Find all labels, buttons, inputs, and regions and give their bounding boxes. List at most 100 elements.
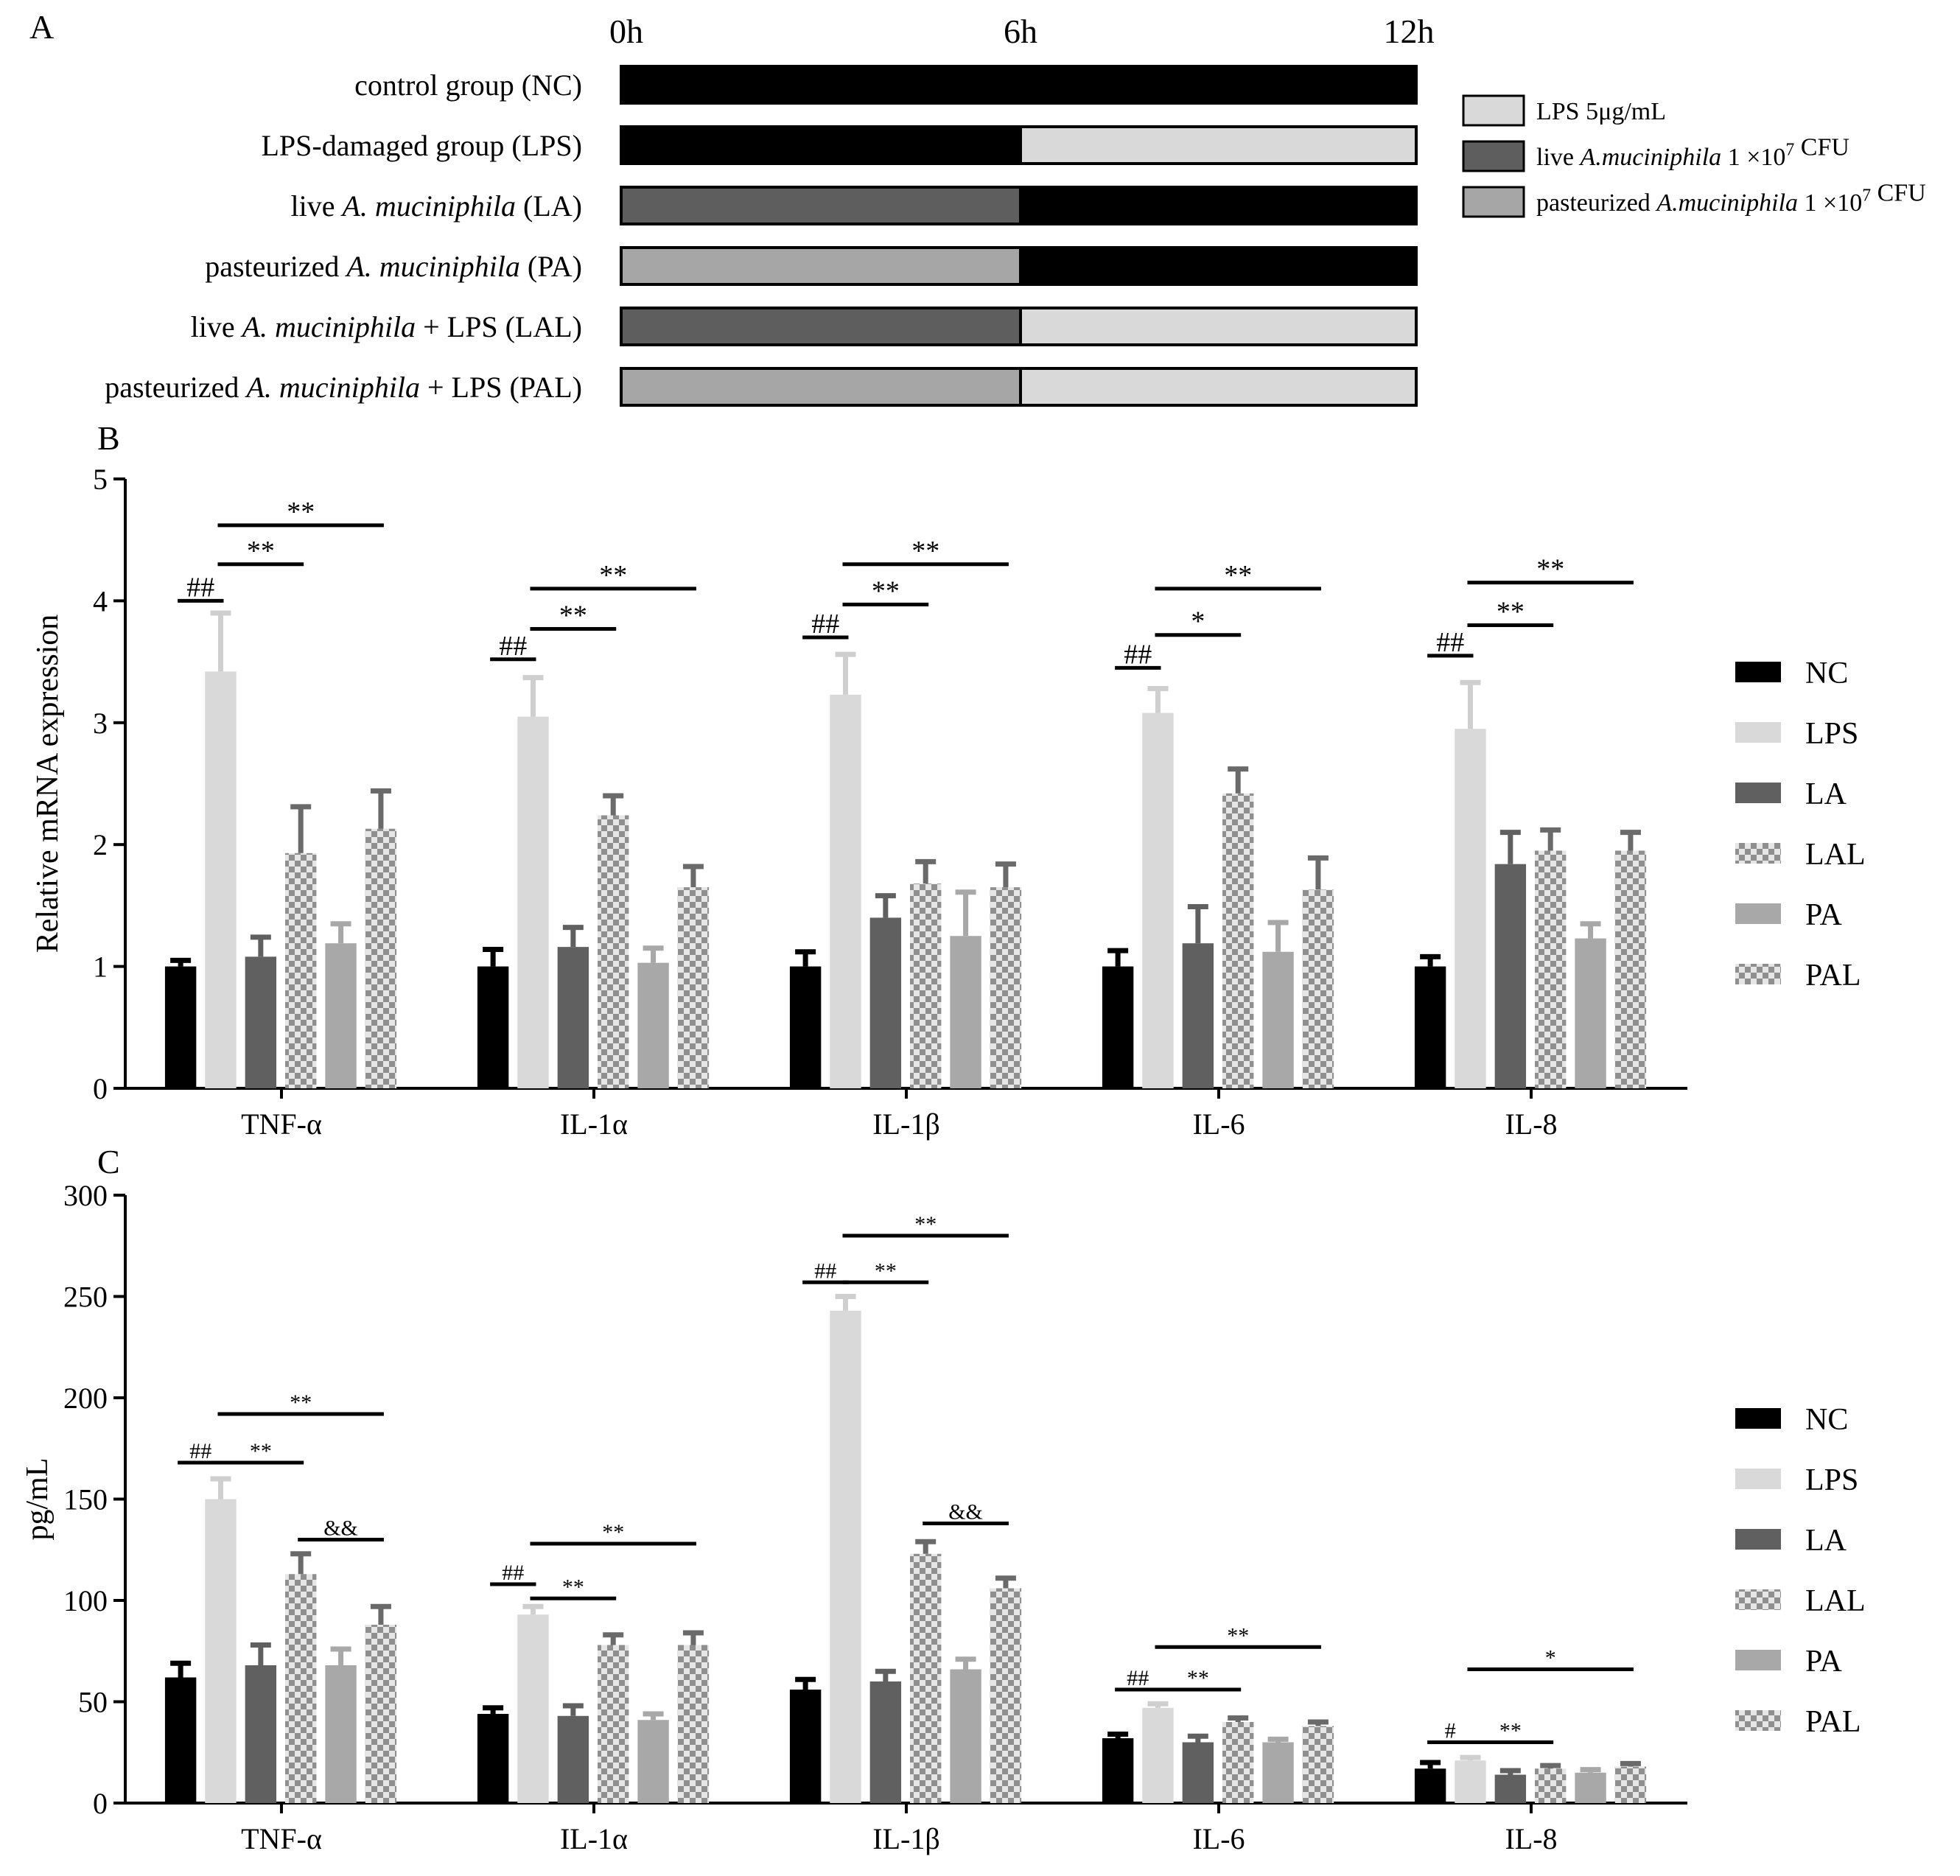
panel-b-label: B [97,419,120,457]
bar-pal [1302,1726,1334,1803]
bar-pa [637,962,669,1088]
legend-label-lps: LPS [1805,1463,1858,1497]
timeline-legend-swatch [1462,140,1525,172]
bar-lps [830,1310,861,1803]
bar-pal [1614,850,1647,1088]
timeline-row: LPS-damaged group (LPS) [261,125,1418,165]
bar-lal [598,1645,629,1803]
bar-lps [830,694,861,1088]
significance-marker: ** [602,1520,624,1544]
x-tick-label: TNF-α [241,1107,322,1141]
legend-label-pa: PA [1805,1645,1843,1679]
bar-lps [517,716,549,1088]
bar-lps [205,1499,237,1803]
bar-lal [1535,1768,1567,1803]
y-tick-label: 100 [63,1584,108,1617]
timeline-legend-item: LPS 5μg/mL [1462,94,1666,127]
significance-marker: ** [1224,560,1252,591]
timeline-row-label: live A. muciniphila (LA) [291,189,582,223]
bar-lal [1535,850,1567,1088]
panel-c-label: C [97,1143,120,1180]
significance-marker: * [1191,606,1205,637]
legend-swatch-pal [1735,1710,1781,1731]
bar-lal [910,883,942,1088]
x-tick-label: IL-8 [1505,1107,1557,1141]
bar-pa [325,943,357,1088]
significance-marker: ** [911,536,939,567]
panel-c: C 0 50 100 150 200 250 300 pg/mL TNF-α IL-1α IL-1β… [21,1143,1866,1855]
timeline-legend-label: pasteurized A.muciniphila 1 ×107 CFU [1536,179,1926,217]
timeline-segment-6-12h [1019,65,1418,105]
bar-la [1494,1774,1527,1803]
legend-swatch-lps [1735,722,1781,743]
bar-lal [285,1574,317,1803]
bar-pa [1575,1772,1606,1803]
legend-label-lps: LPS [1805,717,1858,751]
legend-label-pal: PAL [1805,1705,1861,1739]
x-tick-label: IL-6 [1192,1107,1245,1141]
bar-nc [164,966,197,1088]
significance-marker: ## [814,1259,836,1283]
timeline-legend-item: pasteurized A.muciniphila 1 ×107 CFU [1462,179,1926,218]
bar-pa [325,1665,357,1803]
y-tick-label: 0 [93,1072,108,1105]
legend-swatch-la [1735,1529,1781,1550]
x-tick-label: IL-8 [1505,1822,1557,1855]
timeline-legend-label: LPS 5μg/mL [1536,98,1666,125]
bar-lps [1142,713,1174,1088]
y-tick-label: 300 [63,1179,108,1212]
timeline-row-label: pasteurized A. muciniphila (PA) [205,250,582,283]
time-label-0h: 0h [609,13,643,50]
legend-swatch-nc [1735,662,1781,682]
significance-marker: ## [1127,1666,1149,1690]
x-tick-label: IL-1α [560,1107,628,1141]
significance-marker: ** [562,1575,584,1599]
timeline-segment-0-6h [620,246,1022,286]
y-tick-label: 150 [63,1483,108,1516]
bar-pal [990,1588,1022,1803]
bar-pal [1302,889,1334,1088]
timeline-segment-0-6h [620,186,1022,225]
significance-marker: ** [914,1212,937,1236]
bar-pal [1614,1766,1647,1803]
significance-marker: ## [1124,639,1152,670]
legend-label-nc: NC [1805,657,1848,690]
significance-marker: * [1545,1646,1556,1670]
bar-nc [789,1690,822,1803]
panel-a: A 0h 6h 12h control group (NC) LPS-damage… [29,8,1926,407]
significance-marker: # [1445,1719,1456,1743]
bar-la [1494,864,1527,1088]
significance-marker: ** [1499,1719,1522,1743]
time-label-12h: 12h [1384,13,1435,50]
bar-la [557,1715,589,1803]
bar-lps [1455,729,1486,1088]
bar-lal [1222,1722,1254,1803]
bar-pa [637,1720,669,1803]
significance-marker: ** [250,1439,272,1463]
bar-nc [1102,966,1134,1088]
bar-la [245,1665,277,1803]
bar-lal [598,815,629,1088]
bar-nc [477,966,509,1088]
bar-nc [477,1714,509,1803]
legend-swatch-lal [1735,843,1781,864]
x-tick-label: TNF-α [241,1822,322,1855]
significance-marker: ## [502,1561,524,1585]
timeline-row: pasteurized A. muciniphila (PA) [205,246,1418,286]
timeline-segment-6-12h [1019,367,1418,407]
bar-pal [677,887,710,1088]
timeline-segment-0-6h [620,65,1022,105]
x-tick-label: IL-1α [560,1822,628,1855]
bar-la [1182,943,1214,1088]
timeline-legend-swatch [1462,186,1525,218]
significance-marker: && [323,1516,358,1541]
significance-marker: ** [1187,1666,1209,1690]
legend-label-lal: LAL [1805,1584,1866,1618]
bar-la [1182,1742,1214,1803]
bar-nc [1414,1768,1446,1803]
timeline-rows: control group (NC) LPS-damaged group (LPS… [105,65,1418,407]
y-tick-label: 0 [93,1787,108,1820]
significance-marker: ** [559,600,587,631]
significance-marker: ## [1436,627,1464,658]
